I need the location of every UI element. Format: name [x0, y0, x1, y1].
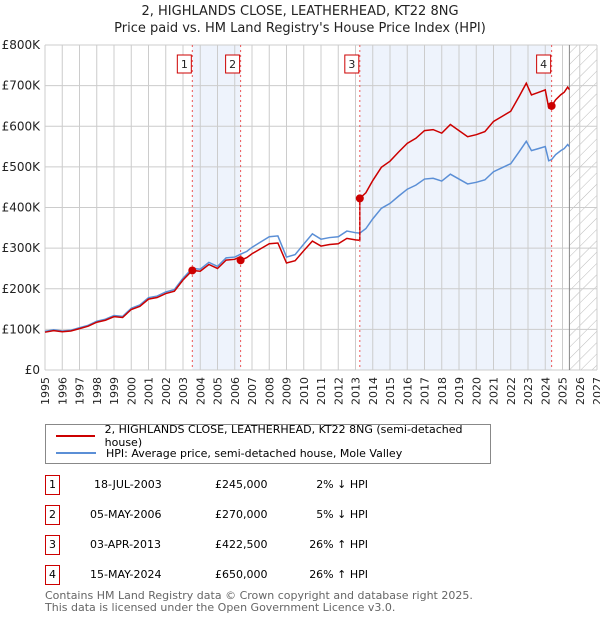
- x-tick-label: 2002: [160, 377, 173, 405]
- sale-number: 4: [45, 565, 60, 585]
- x-tick-label: 2024: [539, 377, 552, 405]
- x-tick-label: 2008: [263, 377, 276, 405]
- sale-point: [547, 101, 556, 110]
- y-tick-label: £400K: [2, 201, 42, 215]
- x-tick-label: 2017: [419, 377, 432, 405]
- sale-number: 2: [45, 505, 60, 525]
- y-tick-label: £200K: [2, 282, 42, 296]
- x-tick-label: 1999: [108, 377, 121, 405]
- sale-date: 03-APR-2013: [90, 538, 162, 551]
- sale-price: £650,000: [215, 568, 268, 581]
- x-tick-label: 2004: [194, 377, 207, 405]
- sale-marker-label: 2: [229, 58, 236, 71]
- x-tick-label: 1997: [74, 377, 87, 405]
- x-tick-label: 2019: [453, 377, 466, 405]
- x-tick-label: 1996: [56, 377, 69, 405]
- x-tick-label: 2015: [384, 377, 397, 405]
- hpi-line: [44, 139, 570, 333]
- sale-marker-box: [536, 54, 552, 74]
- sale-hpi-diff: 26% ↑ HPI: [309, 538, 368, 551]
- x-tick-label: 2001: [143, 377, 156, 405]
- legend-label-hpi: HPI: Average price, semi-detached house,…: [106, 446, 403, 460]
- x-tick-label: 2010: [298, 377, 311, 405]
- x-tick-label: 2027: [591, 377, 600, 405]
- sale-marker-label: 4: [540, 58, 547, 71]
- sale-point: [355, 194, 364, 203]
- x-tick-label: 2016: [401, 377, 414, 405]
- x-tick-label: 2025: [557, 377, 570, 405]
- x-tick-label: 2014: [367, 377, 380, 405]
- y-tick-label: £500K: [2, 160, 42, 174]
- x-tick-label: 2007: [246, 377, 259, 405]
- x-tick-label: 2018: [436, 377, 449, 405]
- y-tick-label: £0: [25, 363, 40, 377]
- y-tick-label: £600K: [2, 119, 42, 133]
- legend-label-property: 2, HIGHLANDS CLOSE, LEATHERHEAD, KT22 8N…: [104, 423, 463, 449]
- x-tick-label: 2022: [505, 377, 518, 405]
- chart-subtitle: Price paid vs. HM Land Registry's House …: [114, 21, 486, 36]
- legend-swatch-property: [56, 435, 95, 437]
- x-tick-label: 2013: [350, 377, 363, 405]
- sale-date: 18-JUL-2003: [94, 478, 162, 491]
- sale-price: £422,500: [215, 538, 268, 551]
- sale-marker-box: [225, 54, 241, 74]
- sale-point: [236, 256, 245, 265]
- footer-line-1: Contains HM Land Registry data © Crown c…: [45, 589, 473, 602]
- x-tick-label: 2021: [488, 377, 501, 405]
- plot-area: 1995 1996 1997 1998 1999 2000 2001 2002 2003 2004…: [2, 38, 600, 405]
- sale-marker-box: [344, 54, 360, 74]
- x-tick-label: 1995: [39, 377, 52, 405]
- chart-title: 2, HIGHLANDS CLOSE, LEATHERHEAD, KT22 8N…: [141, 4, 459, 19]
- x-tick-label: 2011: [315, 377, 328, 405]
- x-tick-label: 2020: [470, 377, 483, 405]
- x-tick-label: 2012: [332, 377, 345, 405]
- sale-hpi-diff: 26% ↑ HPI: [309, 568, 368, 581]
- x-tick-label: 2003: [177, 377, 190, 405]
- sale-price: £245,000: [215, 478, 268, 491]
- x-tick-label: 2006: [229, 377, 242, 405]
- sale-marker-label: 1: [181, 58, 188, 71]
- y-tick-label: £800K: [2, 38, 42, 52]
- sale-point: [188, 266, 197, 275]
- sale-marker-box: [176, 54, 192, 74]
- x-tick-label: 1998: [91, 377, 104, 405]
- y-tick-label: £100K: [2, 322, 42, 336]
- x-tick-label: 2005: [212, 377, 225, 405]
- x-tick-label: 2000: [125, 377, 138, 405]
- sale-number: 3: [45, 535, 60, 555]
- x-tick-label: 2023: [522, 377, 535, 405]
- sale-hpi-diff: 5% ↓ HPI: [316, 508, 368, 521]
- y-tick-label: £700K: [2, 79, 42, 93]
- sale-marker-label: 3: [348, 58, 355, 71]
- legend-swatch-hpi: [56, 452, 96, 454]
- sale-number: 1: [45, 475, 60, 495]
- property-price-line: [44, 81, 571, 333]
- sale-date: 15-MAY-2024: [90, 568, 162, 581]
- legend: 2, HIGHLANDS CLOSE, LEATHERHEAD, KT22 8N…: [45, 423, 491, 464]
- y-tick-label: £300K: [2, 241, 42, 255]
- footer-line-2: This data is licensed under the Open Gov…: [45, 601, 396, 614]
- x-tick-label: 2009: [281, 377, 294, 405]
- x-tick-label: 2026: [574, 377, 587, 405]
- sale-price: £270,000: [215, 508, 268, 521]
- sale-date: 05-MAY-2006: [90, 508, 162, 521]
- sale-hpi-diff: 2% ↓ HPI: [316, 478, 368, 491]
